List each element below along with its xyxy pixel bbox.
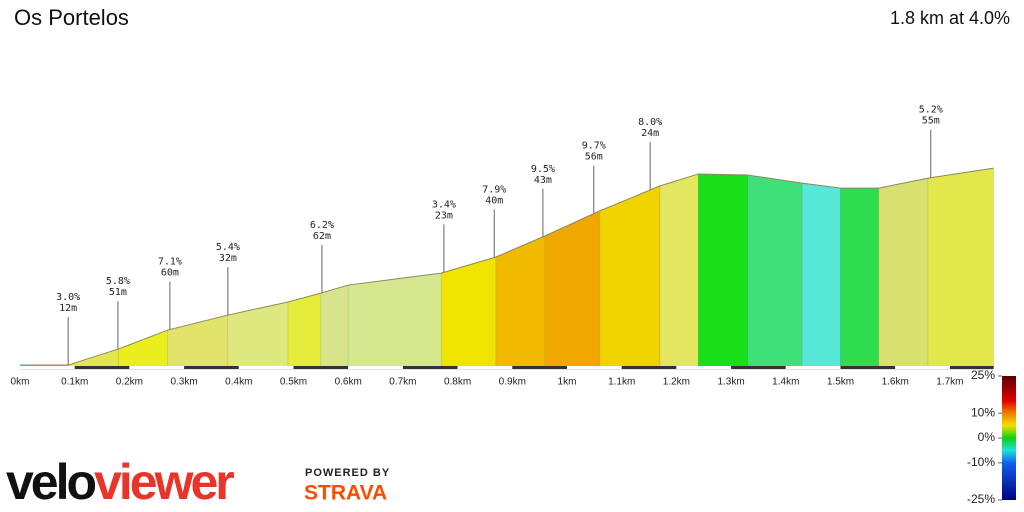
- powered-by: POWERED BY: [305, 467, 390, 479]
- annotation-length: 56m: [585, 152, 603, 163]
- profile-segment: [227, 301, 289, 368]
- profile-segment: [747, 174, 803, 368]
- distance-band: [238, 366, 294, 369]
- x-tick-label: 1.4km: [772, 377, 799, 388]
- distance-band: [567, 366, 622, 369]
- profile-segment: [801, 182, 841, 368]
- annotation-grade: 5.4%: [216, 242, 240, 253]
- x-tick-label: 0.4km: [225, 377, 252, 388]
- distance-band: [129, 366, 185, 369]
- annotation-length: 60m: [161, 268, 179, 279]
- annotation-length: 62m: [313, 231, 331, 242]
- profile-segment: [320, 284, 349, 368]
- profile-segment: [840, 187, 880, 368]
- annotation-grade: 8.0%: [638, 117, 662, 128]
- distance-band: [512, 366, 567, 369]
- annotation-length: 55m: [922, 116, 940, 127]
- distance-band: [895, 366, 950, 369]
- profile-segment: [599, 185, 661, 368]
- distance-band: [348, 366, 403, 369]
- colorbar-label: -10%: [967, 455, 995, 469]
- x-tick-label: 0.1km: [61, 377, 88, 388]
- profile-segment: [347, 272, 442, 368]
- annotation-grade: 6.2%: [310, 220, 334, 231]
- distance-band: [402, 366, 458, 369]
- x-tick-label: 1.2km: [663, 377, 690, 388]
- x-tick-label: 1.1km: [608, 377, 635, 388]
- profile-segment: [927, 167, 994, 368]
- annotation-grade: 7.9%: [482, 184, 506, 195]
- distance-band: [731, 366, 786, 369]
- chart-subtitle: 1.8 km at 4.0%: [890, 8, 1010, 28]
- distance-band: [184, 366, 239, 369]
- logo-viewer: viewer: [94, 454, 234, 510]
- strava-logo: STRAVA: [304, 482, 387, 505]
- annotation-length: 32m: [219, 253, 237, 264]
- annotation-length: 51m: [109, 287, 127, 298]
- colorbar-label: 10%: [971, 405, 995, 419]
- profile-segment: [495, 235, 546, 368]
- distance-band: [20, 366, 75, 369]
- x-tick-label: 0.8km: [444, 377, 471, 388]
- x-tick-label: 0km: [11, 377, 30, 388]
- x-tick-label: 0.3km: [170, 377, 197, 388]
- profile-segment: [878, 177, 929, 368]
- x-tick-label: 1.5km: [827, 377, 854, 388]
- profile-segment: [440, 256, 497, 368]
- profile-segment: [659, 173, 699, 368]
- annotation-grade: 5.8%: [106, 276, 130, 287]
- distance-band: [621, 366, 677, 369]
- x-tick-label: 0.9km: [499, 377, 526, 388]
- x-tick-label: 1.6km: [882, 377, 909, 388]
- colorbar: [1002, 376, 1016, 500]
- distance-band: [785, 366, 841, 369]
- distance-band: [949, 366, 994, 369]
- annotation-grade: 9.5%: [531, 164, 555, 175]
- profile-line: [20, 167, 994, 366]
- profile-segment: [697, 173, 748, 368]
- logo: veloviewer: [6, 454, 234, 510]
- profile-segment: [544, 210, 601, 368]
- annotation-grade: 7.1%: [158, 257, 182, 268]
- distance-band: [293, 366, 349, 369]
- annotation-grade: 5.2%: [919, 105, 943, 116]
- colorbar-label: -25%: [967, 492, 995, 506]
- x-tick-label: 0.6km: [335, 377, 362, 388]
- profile-segment: [287, 292, 322, 368]
- x-tick-label: 0.2km: [116, 377, 143, 388]
- annotation-grade: 3.0%: [56, 292, 80, 303]
- annotation-length: 12m: [59, 303, 77, 314]
- distance-band: [74, 366, 130, 369]
- annotation-grade: 3.4%: [432, 199, 456, 210]
- colorbar-label: 25%: [971, 368, 995, 382]
- x-tick-label: 0.7km: [389, 377, 416, 388]
- logo-velo: velo: [6, 454, 96, 510]
- annotation-length: 24m: [641, 128, 659, 139]
- annotation-grade: 9.7%: [582, 141, 606, 152]
- x-tick-label: 1.3km: [717, 377, 744, 388]
- annotation-length: 40m: [485, 195, 503, 206]
- chart-title: Os Portelos: [14, 5, 129, 30]
- distance-band: [676, 366, 732, 369]
- distance-band: [840, 366, 896, 369]
- colorbar-label: 0%: [978, 430, 996, 444]
- x-tick-label: 1km: [558, 377, 577, 388]
- profile-segment: [118, 329, 168, 368]
- annotation-length: 23m: [435, 210, 453, 221]
- distance-band: [457, 366, 513, 369]
- annotation-length: 43m: [534, 175, 552, 186]
- x-tick-label: 0.5km: [280, 377, 307, 388]
- x-tick-label: 1.7km: [936, 377, 963, 388]
